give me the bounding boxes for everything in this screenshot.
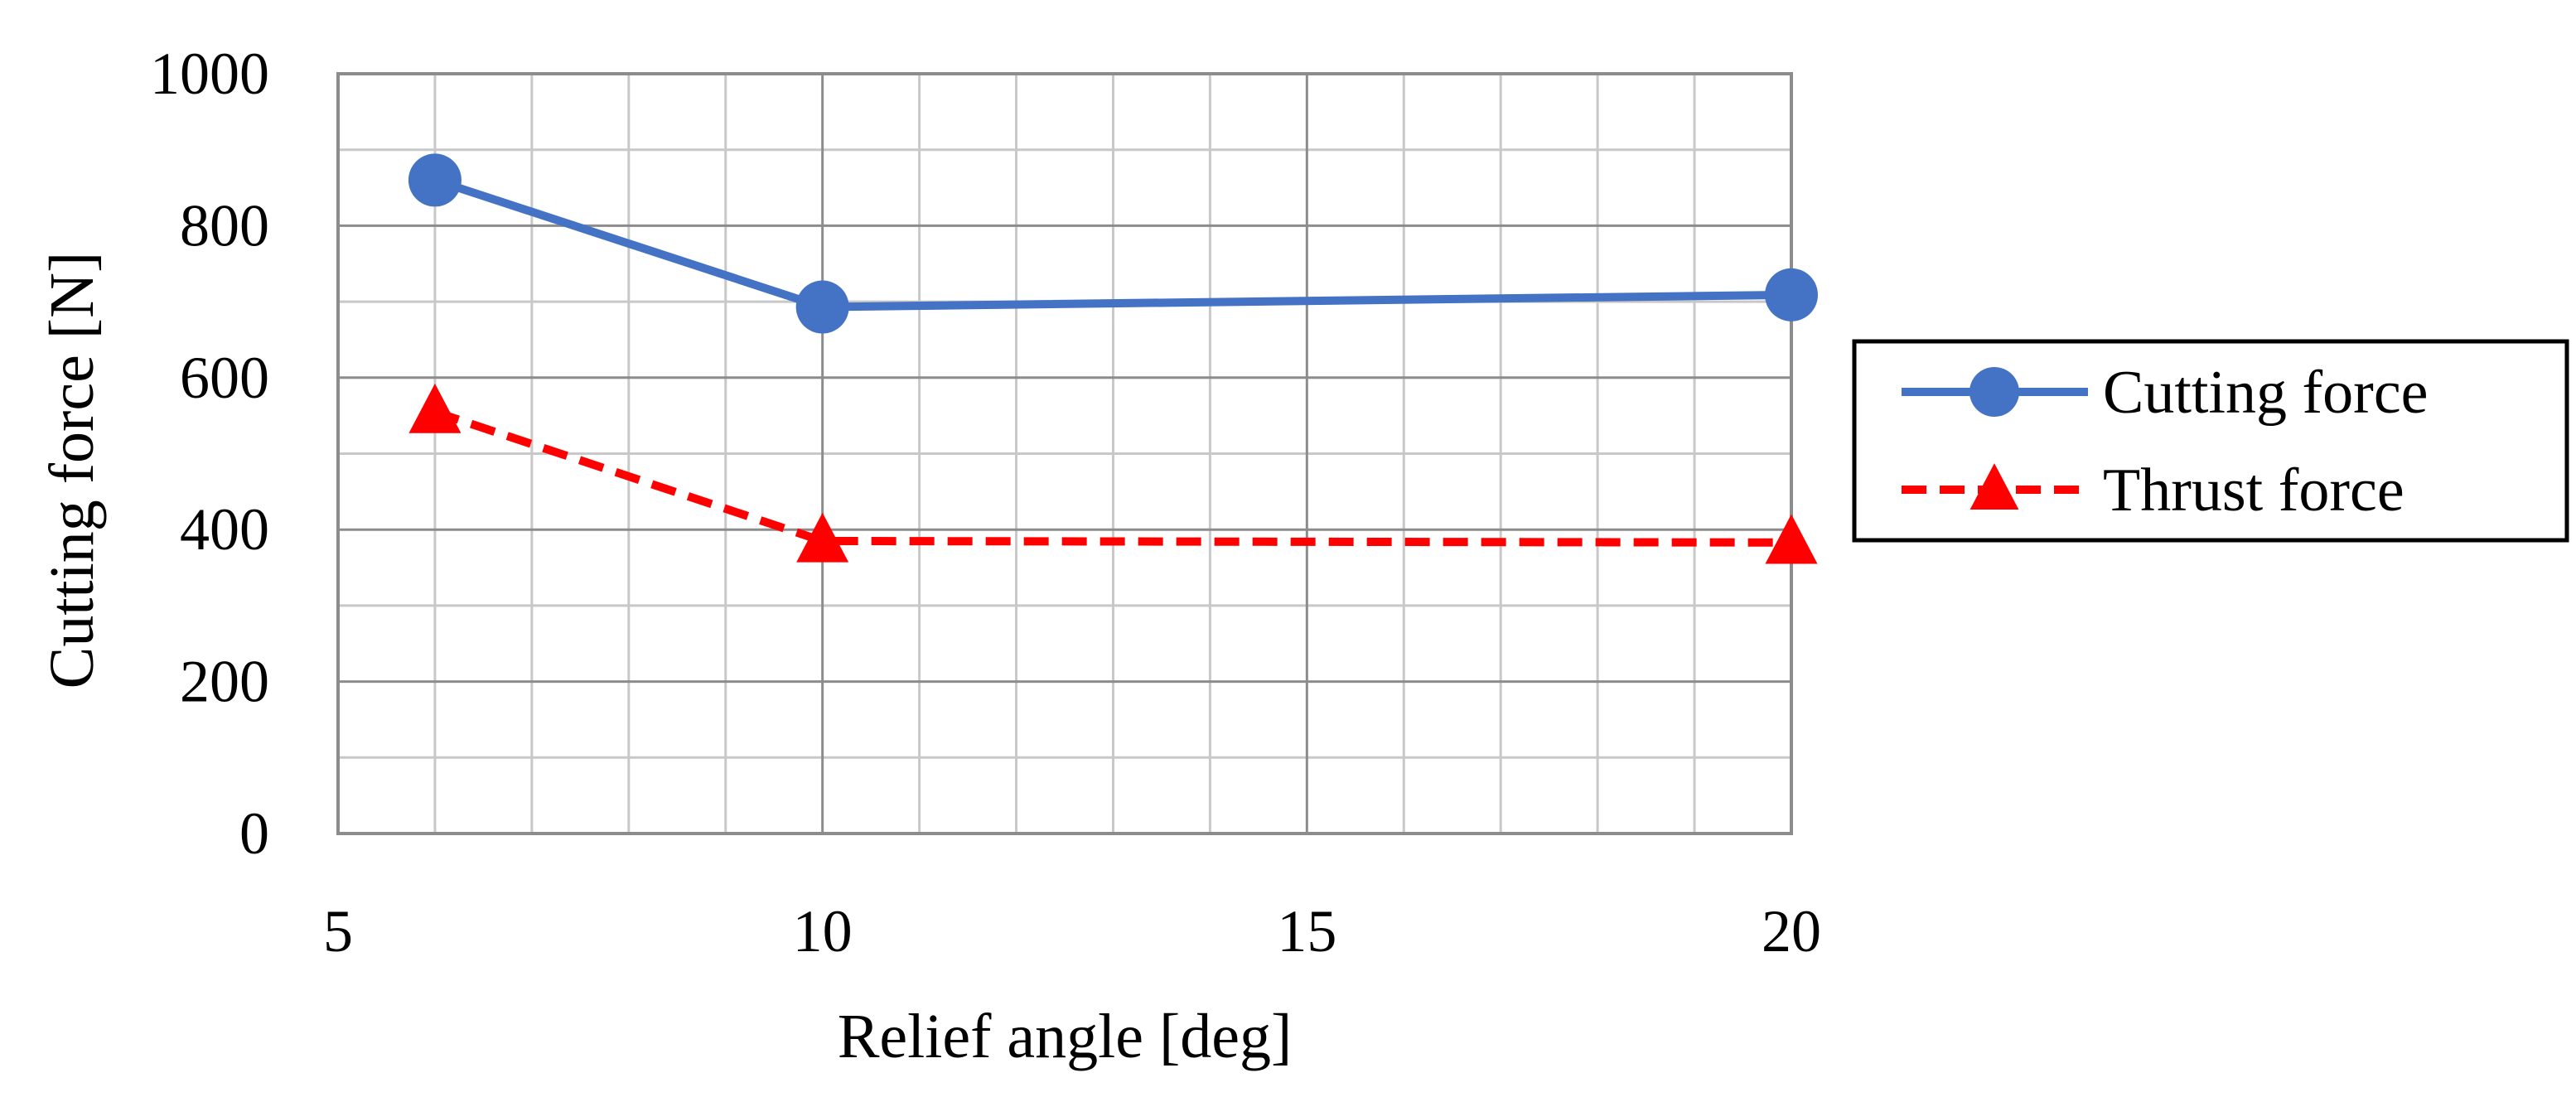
series-1 (408, 153, 1818, 334)
data-point (408, 153, 462, 207)
x-tick-label: 10 (793, 898, 853, 964)
x-tick-label: 20 (1762, 898, 1821, 964)
data-point (795, 280, 849, 334)
y-tick-label: 800 (180, 192, 269, 259)
x-tick-label: 15 (1277, 898, 1336, 964)
data-point (408, 383, 462, 433)
series-2 (408, 383, 1818, 564)
y-tick-label: 1000 (150, 41, 269, 107)
x-axis-title: Relief angle [deg] (838, 1002, 1293, 1071)
y-axis-tick-labels: 0 200 400 600 800 1000 (150, 41, 269, 867)
legend: Cutting force Thrust force (1852, 339, 2569, 543)
y-axis-title: Cutting force [N] (37, 252, 107, 689)
legend-item: Thrust force (1902, 457, 2404, 524)
x-tick-label: 5 (323, 898, 353, 964)
series-line (433, 408, 1792, 547)
y-tick-label: 0 (239, 800, 269, 867)
legend-swatch-marker (1969, 463, 2019, 510)
data-point (796, 512, 849, 563)
y-tick-label: 600 (180, 345, 269, 411)
minor-gridlines (338, 74, 1791, 834)
y-tick-label: 200 (180, 649, 269, 715)
x-axis-tick-labels: 5 10 15 20 (323, 898, 1821, 964)
legend-swatch-marker (1969, 367, 2019, 417)
legend-item: Cutting force (1902, 359, 2429, 427)
legend-label: Cutting force (2103, 359, 2429, 427)
data-point (1765, 514, 1818, 564)
plot-area-frame (336, 72, 1793, 835)
y-tick-label: 400 (180, 496, 269, 563)
series-layer (408, 153, 1818, 564)
legend-label: Thrust force (2103, 457, 2404, 524)
data-point (1765, 268, 1818, 321)
